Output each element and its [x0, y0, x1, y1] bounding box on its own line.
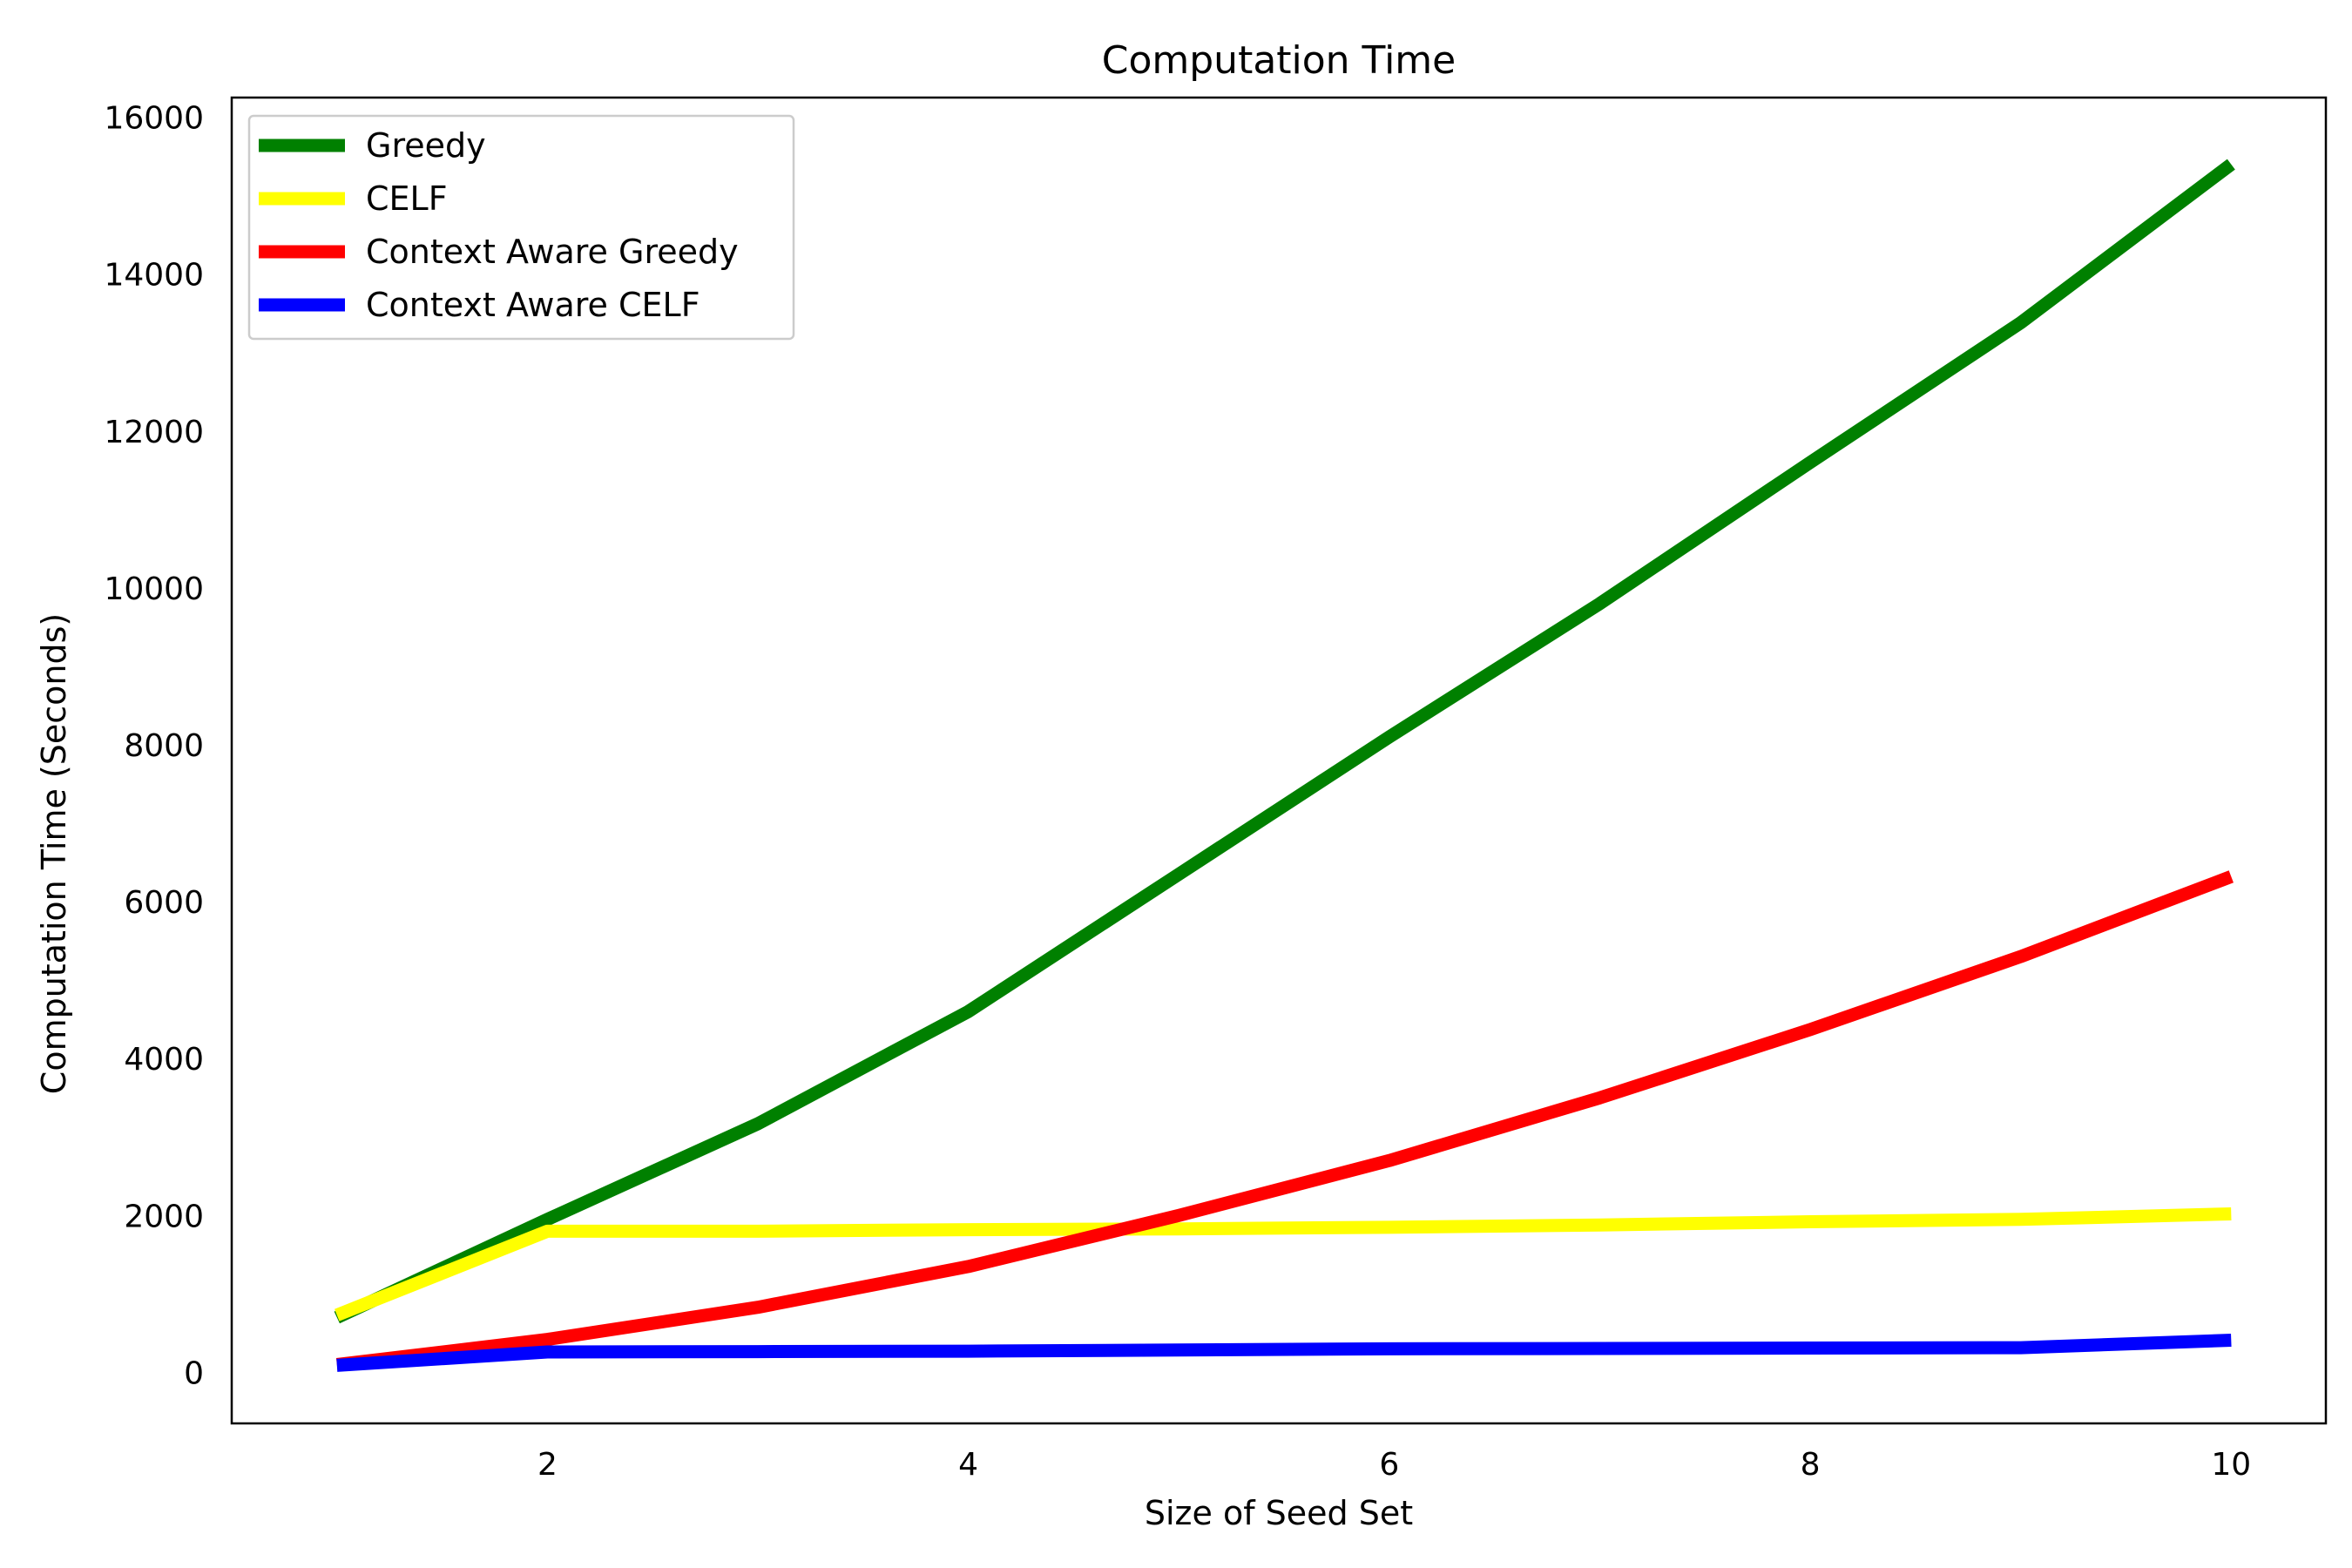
x-axis-label: Size of Seed Set: [1145, 1494, 1413, 1532]
x-tick-label: 6: [1379, 1447, 1399, 1483]
legend-label-3: Context Aware CELF: [366, 286, 700, 324]
y-tick-label: 2000: [124, 1199, 204, 1234]
chart-title: Computation Time: [1102, 38, 1456, 83]
y-axis-label: Computation Time (Seconds): [35, 613, 73, 1094]
y-tick-label: 4000: [124, 1042, 204, 1078]
legend-box: [247, 114, 795, 341]
series-line-2: [335, 870, 2234, 1371]
x-tick-label: 8: [1801, 1447, 1821, 1483]
y-tick-label: 10000: [104, 571, 204, 607]
legend: Greedy CELF Context Aware Greedy Context Aw…: [247, 114, 795, 341]
x-tick-label: 4: [958, 1447, 978, 1483]
legend-label-1: CELF: [366, 179, 448, 218]
series-line-1: [335, 1207, 2232, 1321]
y-tick-label: 0: [184, 1355, 204, 1391]
plot-frame: [230, 96, 2328, 1425]
series-line-3: [336, 1334, 2232, 1372]
series-line-0: [334, 159, 2235, 1324]
x-tick-label: 10: [2211, 1447, 2251, 1483]
legend-label-0: Greedy: [366, 126, 486, 165]
series-layer: [334, 159, 2235, 1372]
y-tick-label: 14000: [104, 258, 204, 294]
y-tick-label: 16000: [104, 101, 204, 137]
y-tick-label: 6000: [124, 885, 204, 921]
x-tick-label: 2: [537, 1447, 558, 1483]
y-tick-label: 12000: [104, 415, 204, 450]
legend-label-2: Context Aware Greedy: [366, 233, 739, 271]
y-tick-label: 8000: [124, 728, 204, 764]
tick-layer: 2 4 6 8 10 0 2000 4000 6000 8000 10000 12000 14000 16…: [104, 101, 2251, 1483]
